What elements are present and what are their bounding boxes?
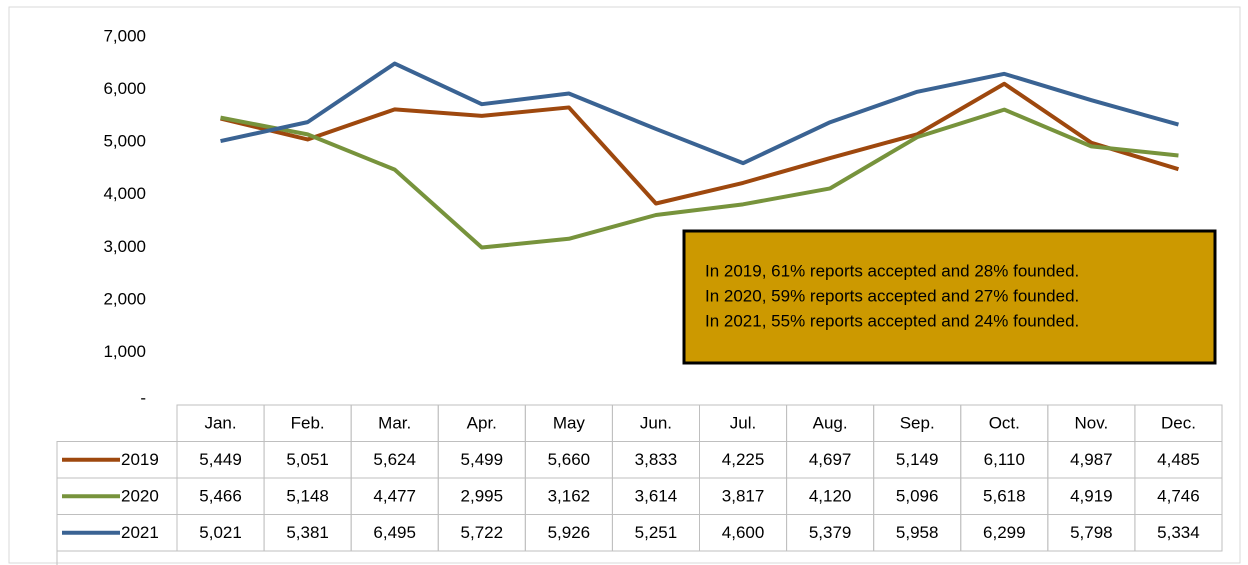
data-label: 4,919 [1070,487,1113,506]
y-tick-label: 5,000 [103,132,146,151]
data-label: 5,660 [548,450,591,469]
data-label: 5,449 [199,450,242,469]
data-label: 5,499 [461,450,504,469]
x-tick-label: Sep. [900,414,935,433]
data-label: 4,697 [809,450,852,469]
data-label: 5,381 [286,523,329,542]
data-label: 3,833 [635,450,678,469]
data-label: 5,251 [635,523,678,542]
x-tick-label: Jun. [640,414,672,433]
data-label: 5,624 [373,450,416,469]
data-label: 5,926 [548,523,591,542]
y-tick-label: 2,000 [103,289,146,308]
x-tick-label: Jan. [204,414,236,433]
table-cell [1134,514,1223,552]
data-label: 4,746 [1157,487,1200,506]
data-label: 2,995 [461,487,504,506]
data-label: 3,614 [635,487,678,506]
data-label: 4,225 [722,450,765,469]
legend-label: 2019 [121,450,159,469]
chart-border [8,6,1241,564]
data-label: 5,798 [1070,523,1113,542]
data-label: 5,149 [896,450,939,469]
annotation-text: In 2020, 59% reports accepted and 27% fo… [705,286,1079,305]
y-tick-label: 4,000 [103,184,146,203]
legend-label: 2021 [121,523,159,542]
data-label: 5,096 [896,487,939,506]
data-label: 5,618 [983,487,1026,506]
data-label: 3,817 [722,487,765,506]
y-tick-label: 3,000 [103,237,146,256]
data-label: 5,021 [199,523,242,542]
x-tick-label: Oct. [989,414,1020,433]
data-label: 4,477 [373,487,416,506]
series-line [220,61,1179,166]
data-label: 5,466 [199,487,242,506]
data-label: 4,987 [1070,450,1113,469]
x-tick-label: Apr. [467,414,497,433]
data-label: 6,495 [373,523,416,542]
x-tick-label: Jul. [730,414,756,433]
annotation-text: In 2019, 61% reports accepted and 28% fo… [705,261,1079,280]
x-tick-label: May [553,414,586,433]
data-label: 5,379 [809,523,852,542]
data-label: 5,958 [896,523,939,542]
x-tick-label: Feb. [291,414,325,433]
y-tick-label: 1,000 [103,342,146,361]
y-tick-label: - [140,388,146,407]
legend-label: 2020 [121,487,159,506]
data-label: 4,600 [722,523,765,542]
annotation-text: In 2021, 55% reports accepted and 24% fo… [705,311,1079,330]
data-label: 6,110 [984,450,1025,469]
x-tick-label: Mar. [378,414,411,433]
data-label: 3,162 [548,487,591,506]
data-label: 6,299 [983,523,1026,542]
data-label: 5,051 [286,450,329,469]
data-label: 5,722 [461,523,504,542]
x-tick-label: Dec. [1161,414,1196,433]
series-line [220,81,1180,206]
series-line [220,107,1179,250]
x-tick-label: Nov. [1075,414,1109,433]
data-label: 4,120 [809,487,852,506]
y-tick-label: 6,000 [103,79,146,98]
x-tick-label: Aug. [813,414,848,433]
y-tick-label: 7,000 [103,26,146,45]
data-label: 4,485 [1157,450,1200,469]
data-label: 5,334 [1157,523,1200,542]
annotation-box [682,229,1217,365]
data-label: 5,148 [286,487,329,506]
